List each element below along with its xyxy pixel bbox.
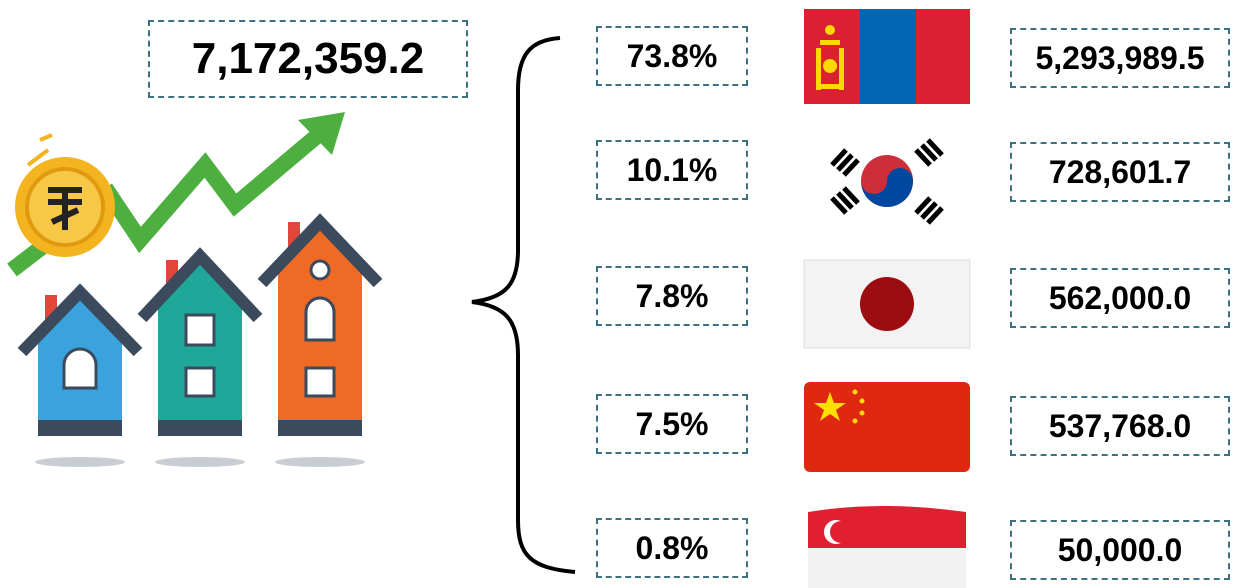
amount: 5,293,989.5 xyxy=(1035,40,1204,77)
share-box: 7.8% xyxy=(596,266,748,326)
window xyxy=(311,261,329,279)
share-box: 10.1% xyxy=(596,140,748,200)
amount: 537,768.0 xyxy=(1049,408,1191,445)
foundation xyxy=(38,420,122,436)
share: 73.8% xyxy=(627,38,718,75)
share: 0.8% xyxy=(636,530,709,567)
share-box: 73.8% xyxy=(596,26,748,86)
amount-box: 50,000.0 xyxy=(1010,520,1230,580)
total-box: 7,172,359.2 xyxy=(148,20,468,98)
flag-stripe xyxy=(804,9,860,104)
flag-stripe xyxy=(916,9,970,104)
flag-disc xyxy=(860,277,914,331)
shadow xyxy=(275,457,365,467)
shadow xyxy=(155,457,245,467)
amount: 50,000.0 xyxy=(1058,532,1183,569)
window xyxy=(306,298,334,340)
foundation xyxy=(278,420,362,436)
share: 7.5% xyxy=(636,406,709,443)
amount-box: 537,768.0 xyxy=(1010,396,1230,456)
foundation xyxy=(158,420,242,436)
window xyxy=(64,349,96,388)
share: 7.8% xyxy=(636,278,709,315)
amount: 562,000.0 xyxy=(1049,280,1191,317)
share-box: 0.8% xyxy=(596,518,748,578)
amount-box: 562,000.0 xyxy=(1010,268,1230,328)
amount-box: 728,601.7 xyxy=(1010,142,1230,202)
window xyxy=(186,315,214,345)
window xyxy=(186,368,214,396)
share: 10.1% xyxy=(627,152,718,189)
flag-korea xyxy=(832,140,942,223)
share-box: 7.5% xyxy=(596,394,748,454)
flag-singapore-white xyxy=(808,548,966,588)
amount-box: 5,293,989.5 xyxy=(1010,28,1230,88)
amount: 728,601.7 xyxy=(1049,154,1191,191)
flag-stripe xyxy=(860,9,916,104)
shadow xyxy=(35,457,125,467)
brace xyxy=(472,38,575,572)
window xyxy=(306,368,334,396)
flag-crescent-cut xyxy=(830,521,852,543)
total-value: 7,172,359.2 xyxy=(192,34,424,84)
page: 7,172,359.2 73.8% 10.1% 7.8% 7.5% 0.8% 5… xyxy=(0,0,1234,588)
